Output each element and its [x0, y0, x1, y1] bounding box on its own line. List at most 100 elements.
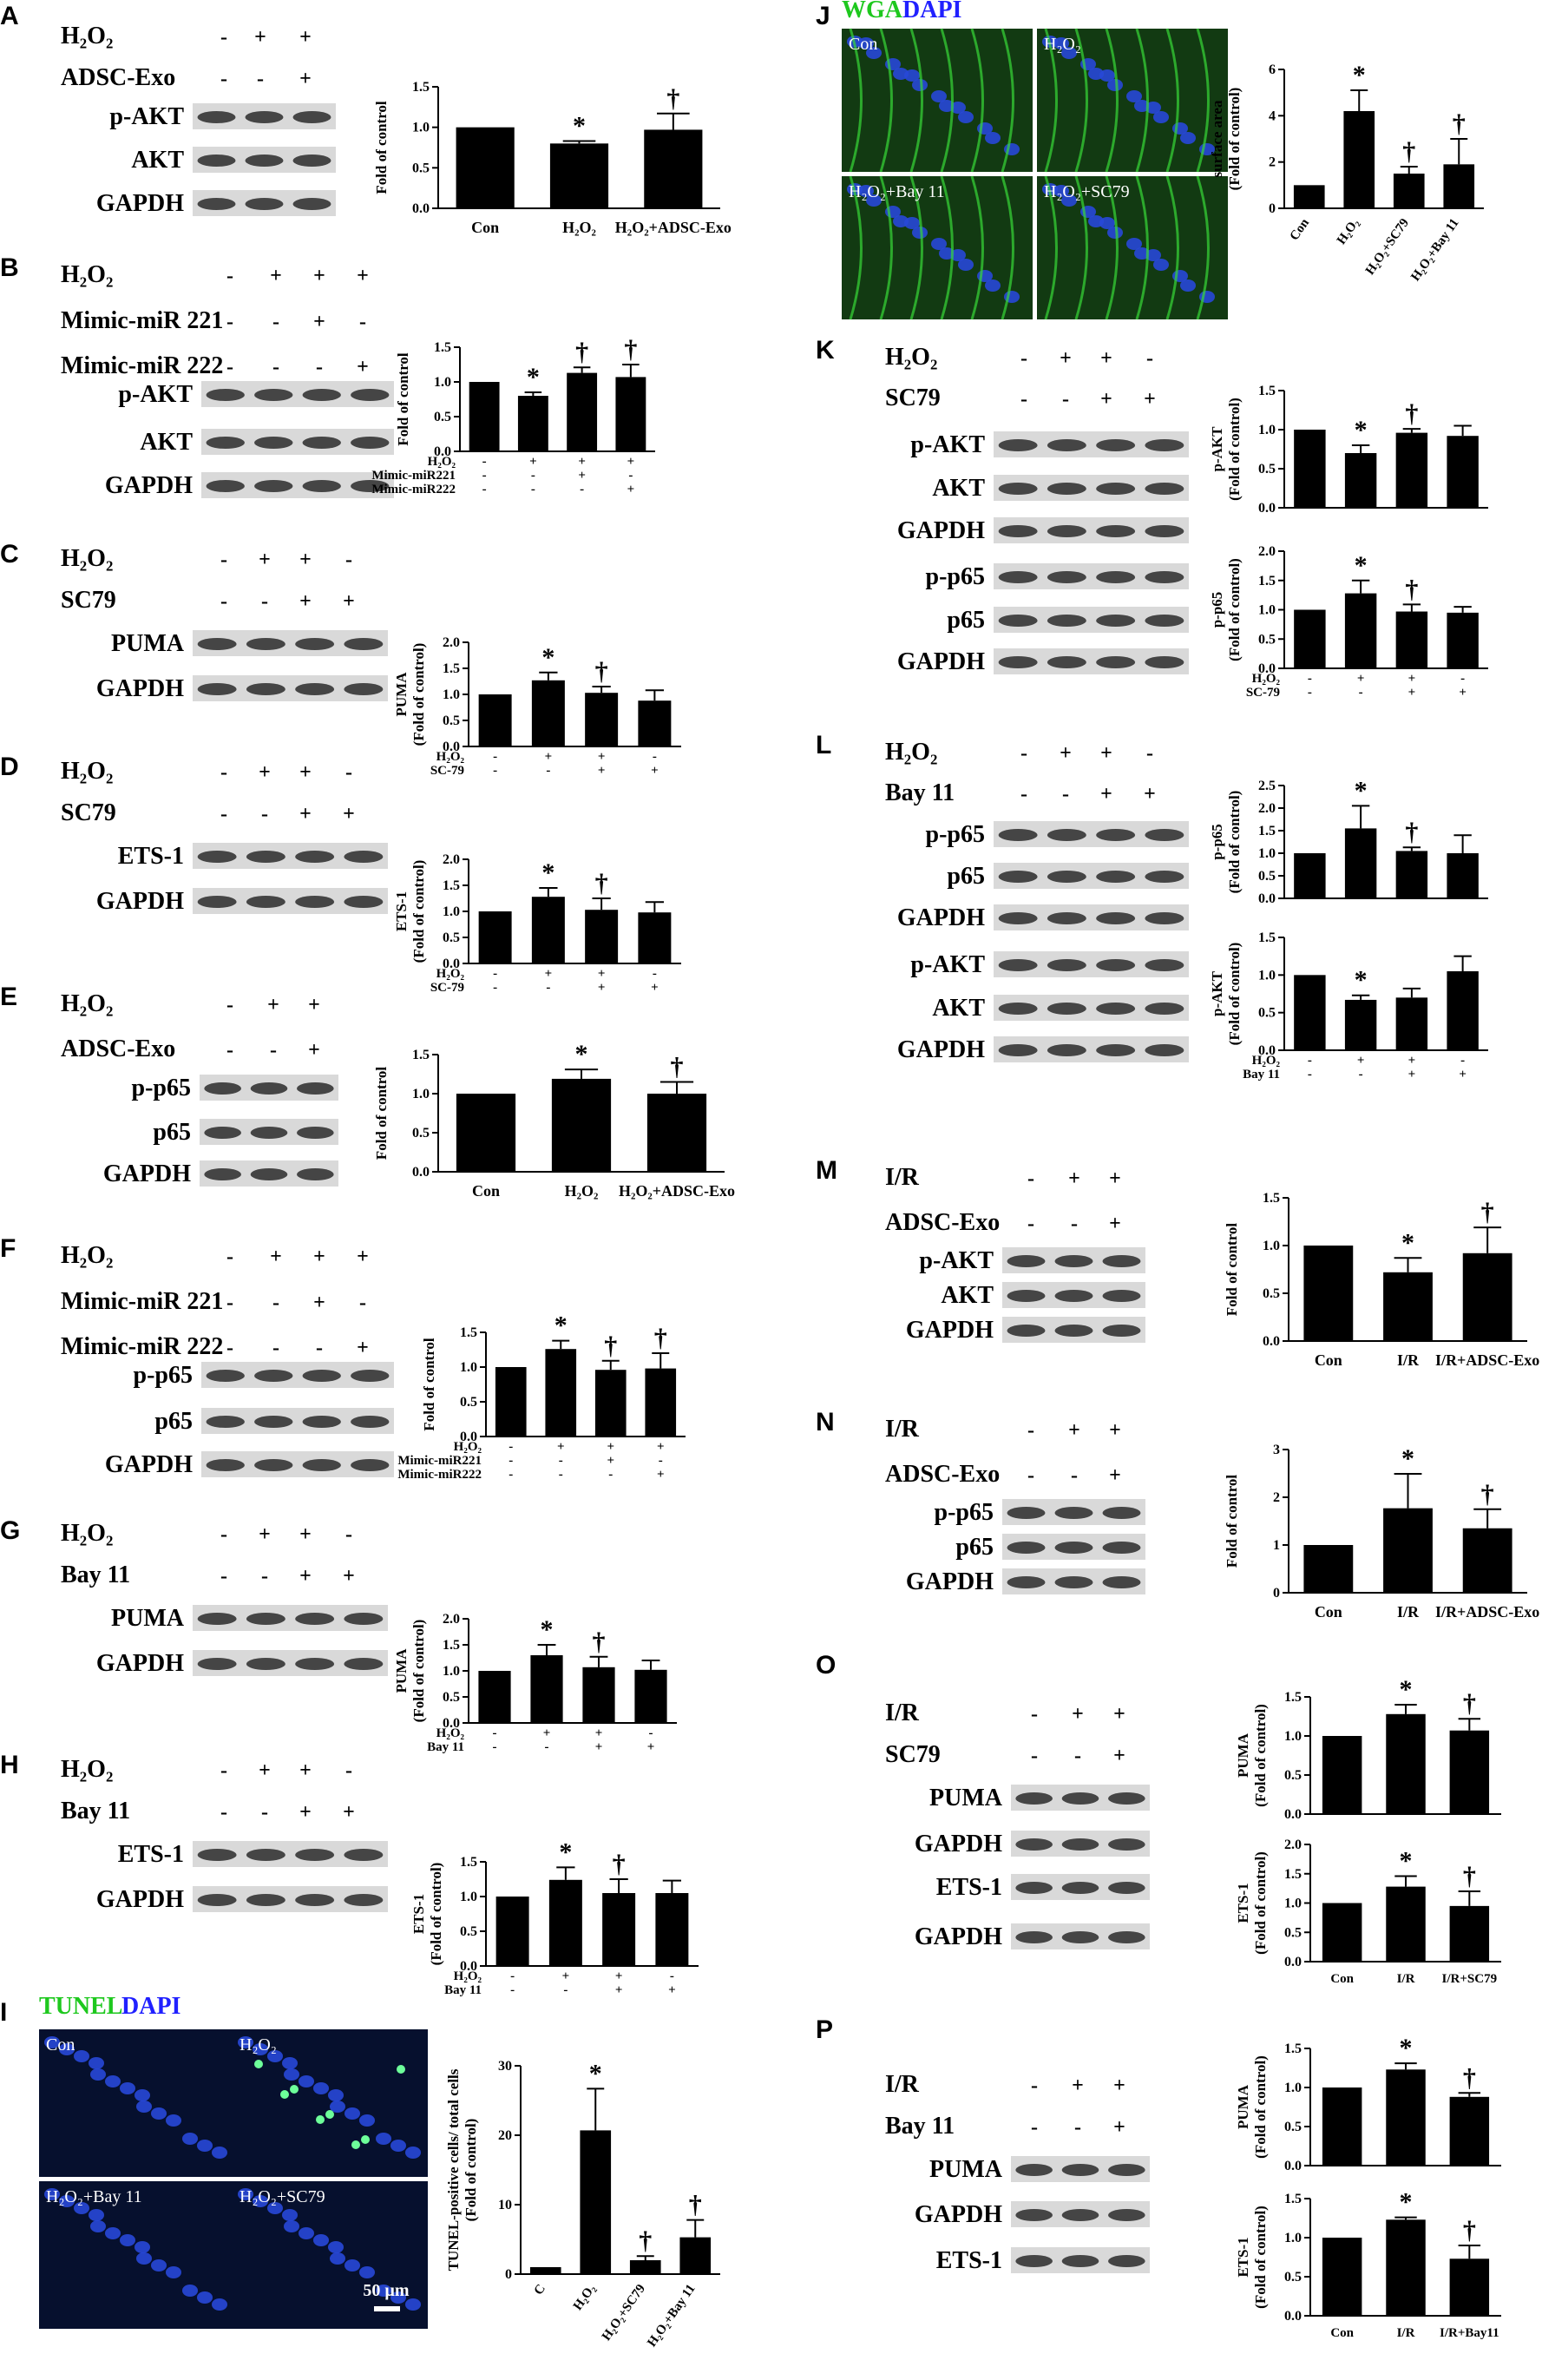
- tunel-positive-nucleus: [290, 2085, 299, 2094]
- bar: [529, 2267, 561, 2274]
- bar: [629, 2260, 661, 2274]
- x-row-sign: -: [482, 469, 487, 483]
- significance-dagger: †: [1405, 818, 1418, 846]
- y-tick-label: 1.0: [443, 1664, 460, 1679]
- y-tick-label: 1.0: [1284, 2081, 1302, 2095]
- nucleus: [90, 2220, 106, 2232]
- condition-label: SC79: [61, 799, 116, 826]
- y-tick-label: 0.0: [1258, 891, 1276, 906]
- y-axis-label: ETS-1: [393, 891, 410, 931]
- x-row-label: H₂O₂: [454, 1440, 482, 1454]
- bar-chart-o: 0.0 0.5 1.0 1.5 PUMA (Fold of control) * †: [1235, 1675, 1501, 1822]
- x-row-sign: -: [653, 967, 657, 981]
- blot-band: [197, 896, 237, 908]
- condition-sign: -: [220, 26, 227, 49]
- bar: [1449, 2258, 1490, 2316]
- blot-band: [344, 1613, 384, 1625]
- panel-b: B H₂O₂ - + + +Mimic-miR 221- - + -Mimic-miR 222-…: [0, 253, 655, 499]
- bar-chart-p-1: 0.0 0.5 1.0 1.5 ETS-1 (Fold of control) * † Con I…: [1235, 2188, 1501, 2340]
- blot-band: [206, 437, 245, 449]
- blot-label: GAPDH: [96, 675, 184, 702]
- x-tick-label: H₂O₂: [571, 2282, 599, 2313]
- blot-band: [1047, 483, 1086, 495]
- condition-sign: +: [1144, 783, 1156, 805]
- y-tick-label: 1.0: [443, 687, 460, 702]
- blot-band: [1145, 1003, 1184, 1015]
- y-tick-label: 0.0: [443, 957, 460, 971]
- blot-label: p-AKT: [109, 103, 184, 130]
- bar: [1447, 436, 1479, 508]
- condition-label: H₂O₂: [61, 1242, 113, 1269]
- condition-sign: -: [261, 1801, 268, 1824]
- nucleus: [1061, 194, 1077, 207]
- bar: [1386, 2219, 1426, 2316]
- nucleus: [267, 2050, 283, 2062]
- blot-band: [1108, 2164, 1145, 2176]
- y-axis-label-2: (Fold of control): [428, 1863, 444, 1966]
- condition-sign: -: [257, 68, 264, 90]
- condition-label: SC79: [885, 1741, 941, 1768]
- y-tick-label: 0.0: [443, 1716, 460, 1731]
- y-tick-label: 0.5: [1263, 1286, 1280, 1301]
- blot-band: [998, 959, 1038, 971]
- bar: [638, 700, 672, 746]
- blot-band: [1145, 656, 1184, 668]
- y-axis-label: Fold of control: [421, 1338, 437, 1431]
- nucleus: [44, 2036, 60, 2048]
- condition-sign: -: [1031, 1703, 1038, 1726]
- blot-band: [1015, 1931, 1053, 1943]
- significance-star: *: [1401, 1444, 1414, 1473]
- nucleus: [405, 2147, 421, 2159]
- blot-band: [998, 1044, 1038, 1056]
- nucleus: [866, 47, 882, 59]
- significance-dagger: †: [1402, 137, 1415, 166]
- condition-sign: +: [299, 761, 312, 784]
- significance-dagger: †: [575, 338, 588, 366]
- blot-band: [295, 638, 335, 650]
- condition-sign: -: [1146, 742, 1153, 765]
- nucleus: [212, 2147, 227, 2159]
- x-row-sign: -: [1308, 686, 1312, 700]
- nucleus: [238, 2036, 253, 2048]
- significance-star: *: [1355, 966, 1368, 995]
- nucleus: [166, 2114, 181, 2127]
- y-tick-label: 0: [505, 2267, 512, 2282]
- condition-sign: +: [1100, 347, 1112, 370]
- y-tick-label: 0.0: [1284, 1807, 1302, 1822]
- y-tick-label: 1.5: [443, 878, 460, 893]
- significance-dagger: †: [604, 1331, 617, 1360]
- nucleus: [1153, 111, 1169, 123]
- blot-band: [1047, 1003, 1086, 1015]
- blot-band: [250, 1082, 288, 1095]
- bar-chart-a: 0.0 0.5 1.0 1.5 Fold of control * † Con H₂O₂ H₂O₂…: [373, 80, 732, 236]
- condition-sign: -: [272, 1337, 279, 1359]
- bar: [531, 680, 565, 746]
- bar: [679, 2237, 712, 2274]
- blot-band: [1054, 1576, 1093, 1588]
- scale-bar-label: 50 µm: [363, 2281, 410, 2300]
- condition-sign: +: [357, 1246, 369, 1268]
- blot-band: [1108, 1882, 1145, 1894]
- condition-label: I/R: [885, 2071, 920, 2098]
- blot-band: [206, 1370, 245, 1382]
- blot-band: [295, 1849, 335, 1861]
- bar: [456, 127, 515, 208]
- blot-band: [998, 483, 1038, 495]
- blot-label: GAPDH: [96, 190, 184, 217]
- blot-label: p65: [947, 607, 985, 634]
- condition-sign: +: [308, 1039, 320, 1062]
- condition-sign: +: [357, 1337, 369, 1359]
- membrane-stain: [1074, 175, 1088, 320]
- blot-label: GAPDH: [897, 1036, 985, 1063]
- panel-d: D H₂O₂ - + + -SC79- - + +ETS-1GAPDH0.00.51.01.52…: [0, 753, 681, 995]
- blot-band: [1047, 1044, 1086, 1056]
- blot-band: [1015, 2255, 1053, 2267]
- y-tick-label: 2.0: [1258, 544, 1276, 559]
- stain-label-2: DAPI: [902, 0, 961, 23]
- y-tick-label: 2.0: [1284, 1838, 1302, 1852]
- bar: [615, 377, 646, 451]
- membrane-stain: [1105, 175, 1119, 320]
- y-tick-label: 1.5: [412, 1048, 430, 1062]
- condition-label: SC79: [61, 587, 116, 614]
- y-tick-label: 1.5: [443, 1638, 460, 1653]
